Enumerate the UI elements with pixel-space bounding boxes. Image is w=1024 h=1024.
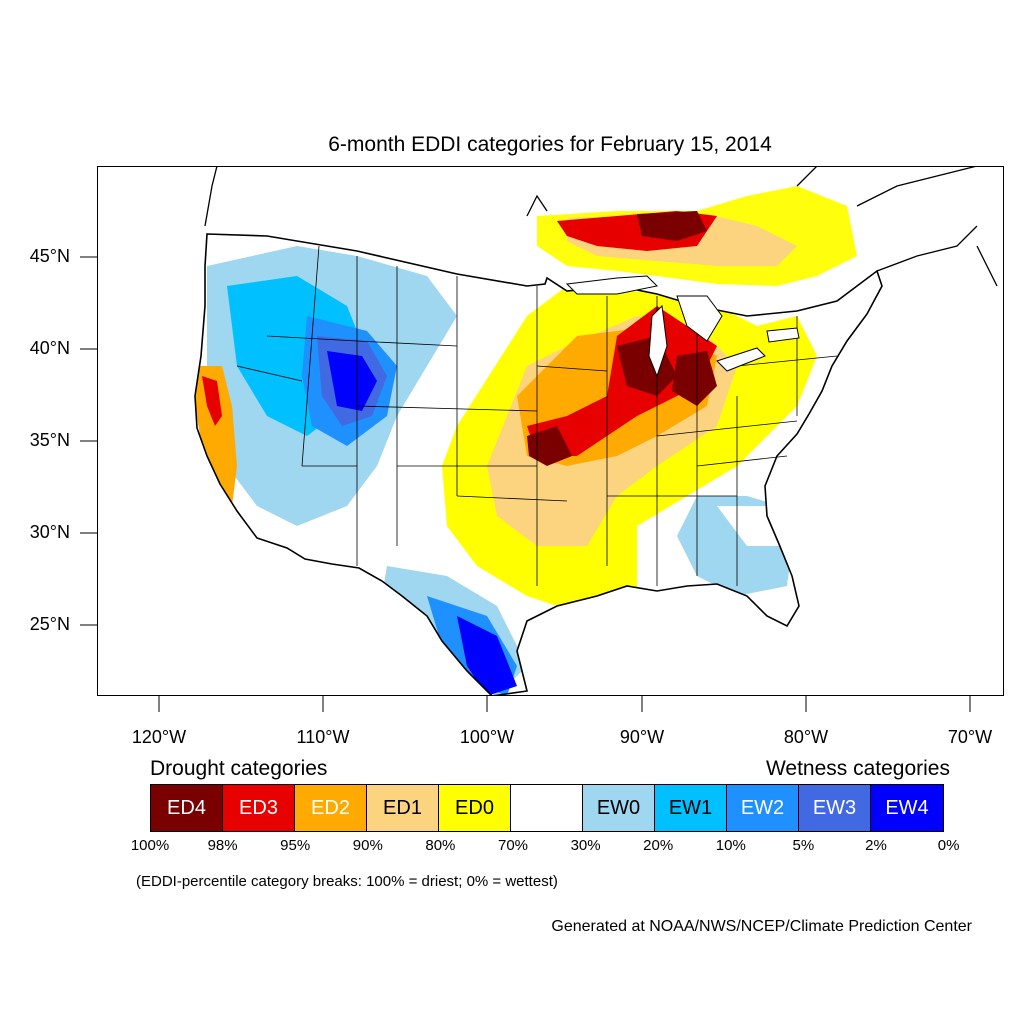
eddi-map [97, 166, 1004, 696]
legend-category-ew1: EW1 [655, 785, 727, 831]
legend-break-label: 80% [425, 837, 456, 854]
legend-break-label: 90% [352, 837, 383, 854]
legend-break-label: 95% [280, 837, 311, 854]
legend-break-label: 100% [130, 837, 170, 854]
lon-label-120w: 120°W [131, 727, 187, 747]
legend-category-ed1: ED1 [367, 785, 439, 831]
legend-category-ed0: ED0 [439, 785, 511, 831]
drought-legend-title: Drought categories [150, 757, 328, 780]
legend-category-ew4: EW4 [871, 785, 943, 831]
lon-label-90w: 90°W [619, 727, 665, 747]
credit-line: Generated at NOAA/NWS/NCEP/Climate Predi… [551, 918, 972, 935]
legend-break-label: 0% [937, 837, 960, 854]
wetness-legend-title: Wetness categories [765, 757, 950, 780]
legend-category-ew2: EW2 [727, 785, 799, 831]
category-legend: ED4 ED3 ED2 ED1 ED0 EW0 EW1 EW2 EW3 EW4 [150, 784, 944, 832]
legend-category-ed3: ED3 [223, 785, 295, 831]
legend-category-normal [511, 785, 583, 831]
lat-label-35: 35°N [29, 430, 70, 450]
lat-label-30: 30°N [29, 522, 70, 542]
legend-category-ed4: ED4 [151, 785, 223, 831]
legend-break-label: 5% [792, 837, 815, 854]
lon-label-110w: 110°W [296, 727, 350, 747]
lat-label-40: 40°N [29, 338, 70, 358]
legend-break-label: 20% [643, 837, 674, 854]
legend-break-label: 2% [865, 837, 887, 854]
legend-break-label: 98% [207, 837, 238, 854]
lon-label-100w: 100°W [459, 727, 515, 747]
category-note: (EDDI-percentile category breaks: 100% =… [136, 873, 558, 890]
map-title: 6-month EDDI categories for February 15,… [328, 133, 772, 156]
legend-category-ew0: EW0 [583, 785, 655, 831]
legend-category-ew3: EW3 [799, 785, 871, 831]
legend-break-label: 10% [715, 837, 746, 854]
lat-label-45: 45°N [29, 246, 70, 266]
legend-category-ed2: ED2 [295, 785, 367, 831]
legend-break-label: 70% [497, 837, 529, 854]
lon-label-70w: 70°W [947, 727, 993, 747]
lon-label-80w: 80°W [783, 727, 829, 747]
legend-break-label: 30% [570, 837, 601, 854]
lat-label-25: 25°N [29, 614, 70, 634]
